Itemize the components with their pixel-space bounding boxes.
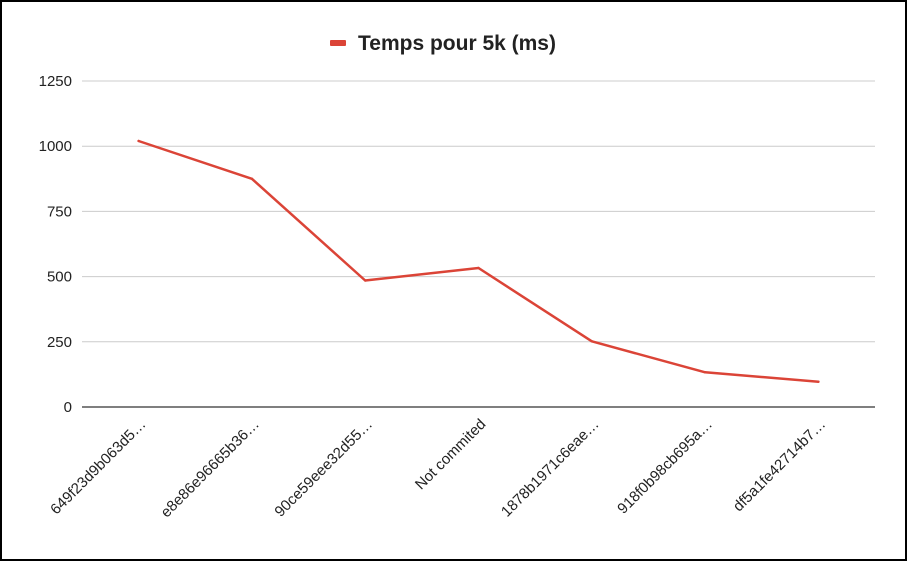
x-tick-label: 1878b1971c6eae…: [498, 416, 603, 521]
legend-label: Temps pour 5k (ms): [358, 32, 556, 55]
data-point: [817, 380, 820, 383]
y-tick-label: 750: [47, 203, 72, 220]
legend: Temps pour 5k (ms): [330, 32, 556, 55]
series-lines: [137, 139, 820, 383]
y-tick-label: 500: [47, 269, 72, 286]
data-point: [137, 139, 140, 143]
x-tick-labels: 649f23d9b063d5… e8e86e96665b36… 90ce59eee3…: [47, 416, 829, 521]
y-tick-label: 250: [47, 334, 72, 351]
x-tick-label: e8e86e96665b36…: [158, 416, 263, 521]
y-tick-label: 1250: [39, 73, 72, 90]
gridlines: [82, 80, 875, 343]
data-point: [477, 266, 480, 270]
y-tick-label: 0: [64, 399, 72, 416]
x-tick-label: df5a1fe42714b7…: [730, 416, 829, 515]
series-line: [137, 139, 820, 383]
x-tick-label: 90ce59eee32d55…: [271, 416, 376, 521]
legend-swatch: [330, 40, 346, 46]
data-point: [250, 177, 254, 180]
x-tick-label: 918f0b98cb695a…: [614, 416, 716, 518]
y-tick-label: 1000: [39, 138, 72, 155]
data-point: [364, 279, 367, 282]
x-tick-label: 649f23d9b063d5…: [47, 416, 149, 518]
data-point: [703, 371, 707, 374]
data-point: [590, 340, 593, 343]
y-tick-labels: 0 250 500 750 1000 1250: [39, 73, 72, 416]
x-tick-label: Not commited: [412, 416, 489, 493]
